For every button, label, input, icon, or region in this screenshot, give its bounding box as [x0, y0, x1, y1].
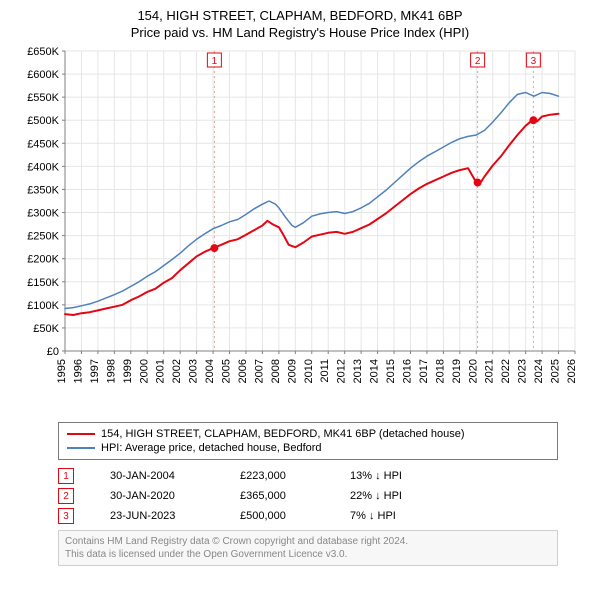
svg-text:2019: 2019	[451, 359, 463, 383]
sale-price: £223,000	[240, 470, 320, 482]
sale-price: £500,000	[240, 510, 320, 522]
legend-label: 154, HIGH STREET, CLAPHAM, BEDFORD, MK41…	[101, 428, 465, 440]
svg-text:2023: 2023	[517, 359, 529, 383]
svg-text:1998: 1998	[105, 359, 117, 383]
svg-text:1997: 1997	[89, 359, 101, 383]
svg-text:2002: 2002	[171, 359, 183, 383]
line-chart-svg: £0 £50K £100K £150K £200K £250K £300K £350K £400…	[10, 46, 590, 416]
svg-text:1: 1	[212, 56, 218, 67]
legend-item: 154, HIGH STREET, CLAPHAM, BEDFORD, MK41…	[67, 427, 549, 441]
svg-text:£250K: £250K	[27, 231, 59, 243]
svg-text:£500K: £500K	[27, 115, 59, 127]
svg-text:1996: 1996	[72, 359, 84, 383]
chart-subtitle: Price paid vs. HM Land Registry's House …	[10, 25, 590, 40]
legend-swatch	[67, 433, 95, 435]
copyright-line: This data is licensed under the Open Gov…	[65, 548, 551, 561]
svg-text:2021: 2021	[484, 359, 496, 383]
legend-box: 154, HIGH STREET, CLAPHAM, BEDFORD, MK41…	[58, 422, 558, 460]
sale-date: 23-JUN-2023	[110, 510, 210, 522]
svg-text:£0: £0	[47, 346, 59, 358]
svg-text:2024: 2024	[533, 359, 545, 383]
legend-swatch	[67, 447, 95, 449]
svg-text:2017: 2017	[418, 359, 430, 383]
sale-row: 1 30-JAN-2004 £223,000 13% ↓ HPI	[58, 466, 558, 486]
legend-label: HPI: Average price, detached house, Bedf…	[101, 442, 322, 454]
svg-text:£50K: £50K	[33, 323, 59, 335]
svg-text:2026: 2026	[566, 359, 578, 383]
sale-badge: 2	[58, 488, 74, 504]
svg-text:2020: 2020	[467, 359, 479, 383]
svg-text:2022: 2022	[500, 359, 512, 383]
svg-text:1995: 1995	[56, 359, 68, 383]
sale-hpi: 7% ↓ HPI	[350, 510, 450, 522]
legend-item: HPI: Average price, detached house, Bedf…	[67, 441, 549, 455]
svg-text:£100K: £100K	[27, 300, 59, 312]
svg-text:2003: 2003	[188, 359, 200, 383]
sale-hpi: 13% ↓ HPI	[350, 470, 450, 482]
svg-text:2013: 2013	[352, 359, 364, 383]
sale-row: 2 30-JAN-2020 £365,000 22% ↓ HPI	[58, 486, 558, 506]
svg-text:2011: 2011	[319, 359, 331, 383]
copyright-line: Contains HM Land Registry data © Crown c…	[65, 535, 551, 548]
svg-text:2025: 2025	[550, 359, 562, 383]
sale-badge: 3	[58, 508, 74, 524]
svg-text:2018: 2018	[434, 359, 446, 383]
svg-text:2006: 2006	[237, 359, 249, 383]
svg-text:2009: 2009	[286, 359, 298, 383]
svg-text:£450K: £450K	[27, 138, 59, 150]
svg-text:2005: 2005	[221, 359, 233, 383]
svg-text:2015: 2015	[385, 359, 397, 383]
svg-text:£350K: £350K	[27, 184, 59, 196]
sale-row: 3 23-JUN-2023 £500,000 7% ↓ HPI	[58, 506, 558, 526]
svg-text:2007: 2007	[253, 359, 265, 383]
svg-text:£550K: £550K	[27, 92, 59, 104]
svg-text:£400K: £400K	[27, 161, 59, 173]
svg-text:2016: 2016	[401, 359, 413, 383]
svg-text:£200K: £200K	[27, 254, 59, 266]
svg-text:2000: 2000	[138, 359, 150, 383]
chart-title: 154, HIGH STREET, CLAPHAM, BEDFORD, MK41…	[10, 8, 590, 23]
chart-container: 154, HIGH STREET, CLAPHAM, BEDFORD, MK41…	[0, 0, 600, 590]
sale-date: 30-JAN-2020	[110, 490, 210, 502]
svg-text:2001: 2001	[155, 359, 167, 383]
sale-badge: 1	[58, 468, 74, 484]
sales-table: 1 30-JAN-2004 £223,000 13% ↓ HPI 2 30-JAN-202…	[58, 466, 558, 526]
svg-text:3: 3	[531, 56, 537, 67]
chart-plot: £0 £50K £100K £150K £200K £250K £300K £350K £400…	[10, 46, 590, 416]
svg-text:2014: 2014	[369, 359, 381, 383]
svg-text:£150K: £150K	[27, 277, 59, 289]
svg-text:£650K: £650K	[27, 46, 59, 58]
sale-date: 30-JAN-2004	[110, 470, 210, 482]
svg-text:2010: 2010	[303, 359, 315, 383]
svg-text:1999: 1999	[122, 359, 134, 383]
copyright-box: Contains HM Land Registry data © Crown c…	[58, 530, 558, 566]
sale-price: £365,000	[240, 490, 320, 502]
svg-text:2: 2	[475, 56, 481, 67]
sale-hpi: 22% ↓ HPI	[350, 490, 450, 502]
svg-text:2004: 2004	[204, 359, 216, 383]
svg-text:2012: 2012	[336, 359, 348, 383]
svg-text:£300K: £300K	[27, 208, 59, 220]
svg-text:£600K: £600K	[27, 69, 59, 81]
svg-text:2008: 2008	[270, 359, 282, 383]
